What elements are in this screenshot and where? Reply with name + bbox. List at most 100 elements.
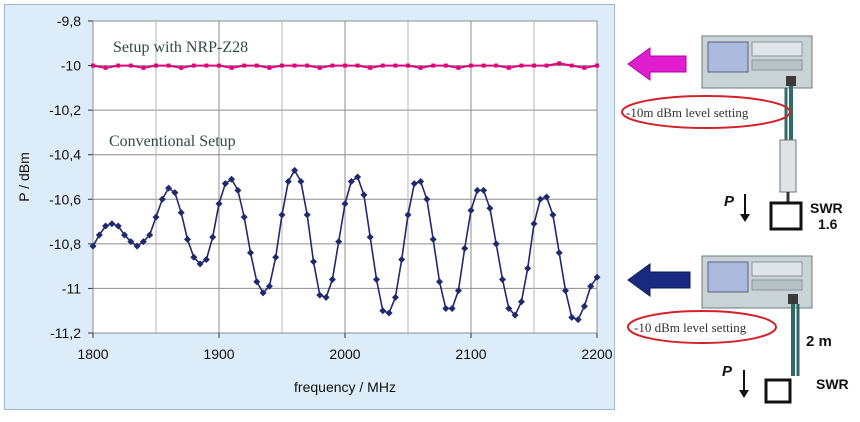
nrp-data-point	[469, 63, 473, 68]
conventional-data-point	[95, 231, 103, 239]
nrp-data-point	[254, 63, 259, 68]
conventional-data-point	[177, 209, 185, 217]
conventional-data-point	[240, 213, 248, 221]
conventional-data-point	[505, 304, 513, 312]
nrp-data-point	[380, 63, 385, 68]
conventional-data-point	[410, 180, 418, 188]
conventional-data-point	[454, 287, 462, 295]
y-axis-label: P / dBm	[16, 152, 32, 202]
x-tick-label: 1800	[77, 346, 108, 362]
conventional-data-point	[448, 304, 456, 312]
conventional-data-point	[354, 173, 362, 181]
nrp-data-point	[91, 63, 95, 68]
conventional-data-point	[284, 177, 292, 185]
nrp-data-point	[431, 63, 436, 68]
conventional-data-point	[328, 276, 336, 284]
conventional-data-point	[228, 175, 236, 183]
y-tick-label: -10	[61, 58, 81, 74]
conventional-data-point	[272, 253, 280, 261]
conventional-data-point	[543, 193, 551, 201]
signal-generator-bottom-icon	[701, 255, 813, 309]
conventional-data-point	[486, 204, 494, 212]
load-box-top-icon	[769, 201, 803, 231]
nrp-data-point	[355, 63, 360, 68]
conventional-data-point	[524, 264, 532, 272]
nrp-data-point	[116, 63, 121, 68]
nrp-data-point	[443, 63, 448, 68]
conventional-data-point	[536, 195, 544, 203]
nrp-data-point	[456, 65, 461, 70]
setup-diagram: -10m dBm level setting P SWR 1.6 -10 dBm…	[621, 35, 849, 404]
nrp-data-point	[481, 63, 486, 68]
conventional-data-point	[152, 213, 160, 221]
cable-length-label: 2 m	[806, 333, 832, 350]
nrp-data-point	[242, 63, 247, 68]
y-tick-label: -11	[62, 280, 81, 296]
conventional-data-point	[379, 307, 387, 315]
conventional-data-point	[114, 222, 122, 230]
nrp-data-point	[217, 63, 221, 68]
signal-generator-top-icon	[701, 35, 813, 89]
line-chart: -9,8 -10 -10,2 -10,4 -10,6 -10,8 -11 -11,2 1800 1…	[16, 13, 613, 395]
conventional-data-point	[291, 166, 299, 174]
conventional-data-point	[574, 316, 582, 324]
conventional-data-point	[385, 309, 393, 317]
conventional-data-point	[253, 278, 261, 286]
swr-label-bottom: SWR	[816, 376, 849, 392]
conventional-data-point	[316, 291, 324, 299]
nrp-data-point	[179, 65, 184, 70]
nrp-data-point	[191, 63, 196, 68]
conventional-data-point	[259, 289, 267, 297]
nrp-data-point	[154, 63, 158, 68]
nrp-data-point	[418, 65, 423, 70]
annotation-conventional-setup: Conventional Setup	[109, 133, 236, 150]
nrp-data-point	[557, 61, 562, 66]
y-tick-label: -10,4	[49, 147, 81, 163]
conventional-data-point	[347, 177, 355, 185]
nrp-data-point	[267, 65, 272, 70]
nrp-data-point	[280, 63, 284, 68]
conventional-data-point	[196, 260, 204, 268]
conventional-data-point	[398, 255, 406, 263]
nrp-data-point	[595, 63, 599, 68]
chart-frame: -9,8 -10 -10,2 -10,4 -10,6 -10,8 -11 -11,2 1800 1…	[4, 4, 615, 410]
conventional-data-point	[492, 240, 500, 248]
conventional-data-point	[517, 298, 525, 306]
conventional-data-point	[436, 278, 443, 286]
swr-value-top: 1.6	[818, 216, 838, 232]
conventional-data-point	[108, 220, 116, 228]
nrp-data-point	[532, 63, 536, 68]
nrp-data-point	[204, 63, 209, 68]
y-tick-label: -10,6	[49, 191, 81, 207]
conventional-data-point	[190, 253, 198, 261]
conventional-data-point	[360, 191, 368, 199]
nrp-data-point	[317, 65, 322, 70]
conventional-data-point	[366, 233, 374, 241]
conventional-data-point	[442, 304, 450, 312]
conventional-data-point	[322, 293, 330, 301]
nrp-data-point	[406, 63, 410, 68]
conventional-data-point	[184, 235, 191, 243]
conventional-data-point	[127, 238, 135, 246]
conventional-data-point	[404, 211, 412, 219]
conventional-data-point	[391, 293, 399, 301]
nrp-data-point	[305, 63, 310, 68]
nrp-data-point	[544, 63, 549, 68]
conventional-data-point	[165, 184, 173, 192]
conventional-data-point	[373, 276, 380, 284]
conventional-data-point	[234, 186, 242, 194]
conventional-data-point	[278, 211, 286, 219]
conventional-data-point	[158, 195, 166, 203]
conventional-data-point	[568, 313, 576, 321]
conventional-data-point	[297, 177, 305, 185]
conventional-data-point	[473, 186, 481, 194]
conventional-data-point	[139, 238, 147, 246]
nrp-data-point	[103, 65, 108, 70]
nrp-data-point	[343, 63, 347, 68]
conventional-data-point	[215, 200, 223, 208]
conventional-data-point	[593, 273, 601, 281]
conventional-setup-arrow-icon	[627, 263, 691, 297]
nrp-data-point	[368, 65, 373, 70]
conventional-data-point	[146, 231, 154, 239]
y-tick-label: -10,2	[49, 102, 81, 118]
